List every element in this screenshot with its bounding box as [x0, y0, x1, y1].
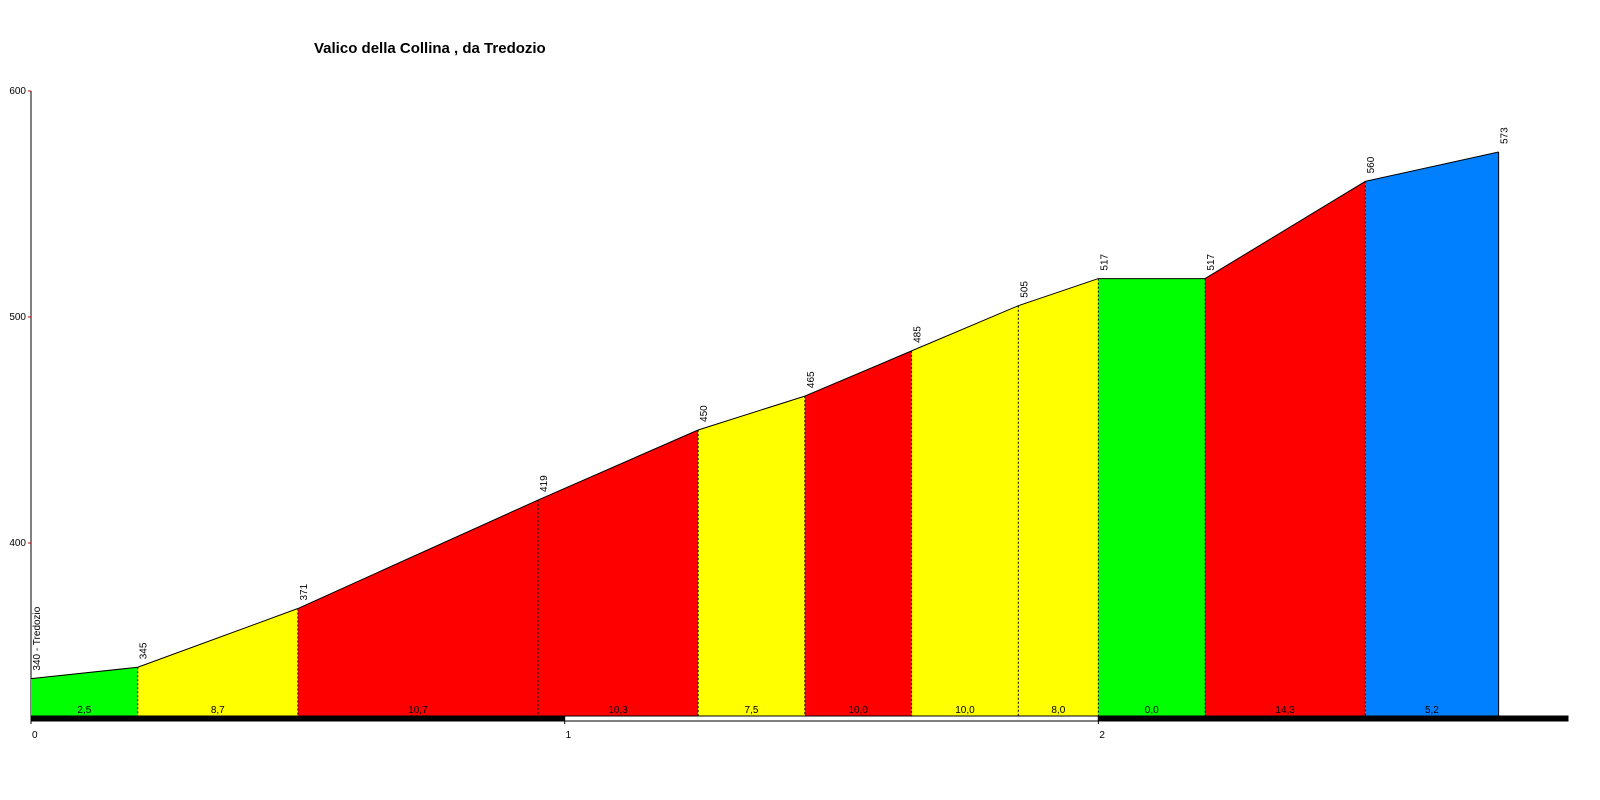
gradient-label: 7,5: [745, 705, 759, 716]
gradient-label: 2,5: [77, 705, 91, 716]
gradient-label: 5,2: [1425, 705, 1439, 716]
elevation-label: 371: [299, 583, 310, 600]
gradient-label: 0,0: [1145, 705, 1159, 716]
profile-segment: [537, 429, 699, 717]
profile-line: [537, 429, 699, 501]
profile-segment: [1098, 278, 1206, 717]
y-tick-label: 600: [9, 86, 26, 97]
profile-line: [804, 350, 912, 397]
gradient-label: 10,0: [848, 705, 868, 716]
profile-segment: [804, 350, 912, 717]
distance-bar: [564, 715, 1099, 722]
profile-line: [297, 499, 539, 609]
profile-segment: [31, 667, 138, 717]
profile-segment: [1018, 278, 1099, 717]
elevation-label: 419: [539, 475, 550, 492]
elevation-label: 465: [806, 371, 817, 388]
x-tick-label: 1: [566, 730, 572, 741]
gradient-label: 10,7: [408, 705, 428, 716]
x-tick-label: 0: [32, 730, 38, 741]
distance-bar: [30, 715, 566, 722]
profile-line: [1365, 151, 1499, 182]
y-tick-label: 400: [9, 538, 26, 549]
y-tick-label: 500: [9, 312, 26, 323]
elevation-label: 517: [1099, 253, 1110, 270]
gradient-label: 8,7: [211, 705, 225, 716]
profile-line: [30, 666, 138, 680]
profile-line: [1018, 278, 1099, 307]
profile-segment: [137, 608, 298, 717]
profile-segment: [1205, 181, 1366, 718]
x-tick-label: 2: [1099, 730, 1105, 741]
profile-line: [911, 305, 1019, 352]
elevation-label: 517: [1206, 253, 1217, 270]
gradient-label: 10,3: [608, 705, 628, 716]
profile-segment: [297, 500, 538, 717]
elevation-label: 450: [699, 405, 710, 422]
profile-segment: [698, 396, 805, 717]
profile-line: [137, 608, 299, 668]
gradient-label: 8,0: [1051, 705, 1065, 716]
gradient-label: 14,3: [1275, 705, 1295, 716]
distance-bar: [1097, 715, 1569, 722]
elevation-label: 340 - Tredozio: [32, 606, 43, 670]
gradient-label: 10,0: [955, 705, 975, 716]
elevation-label: 485: [913, 326, 924, 343]
elevation-label: 573: [1500, 127, 1511, 144]
chart-title: Valico della Collina , da Tredozio: [314, 40, 546, 57]
elevation-label: 345: [139, 642, 150, 659]
elevation-label: 560: [1366, 156, 1377, 173]
profile-segment: [1365, 152, 1499, 717]
profile-segment: [911, 305, 1019, 717]
profile-line: [697, 395, 805, 431]
elevation-label: 505: [1019, 281, 1030, 298]
profile-line: [1204, 180, 1366, 280]
